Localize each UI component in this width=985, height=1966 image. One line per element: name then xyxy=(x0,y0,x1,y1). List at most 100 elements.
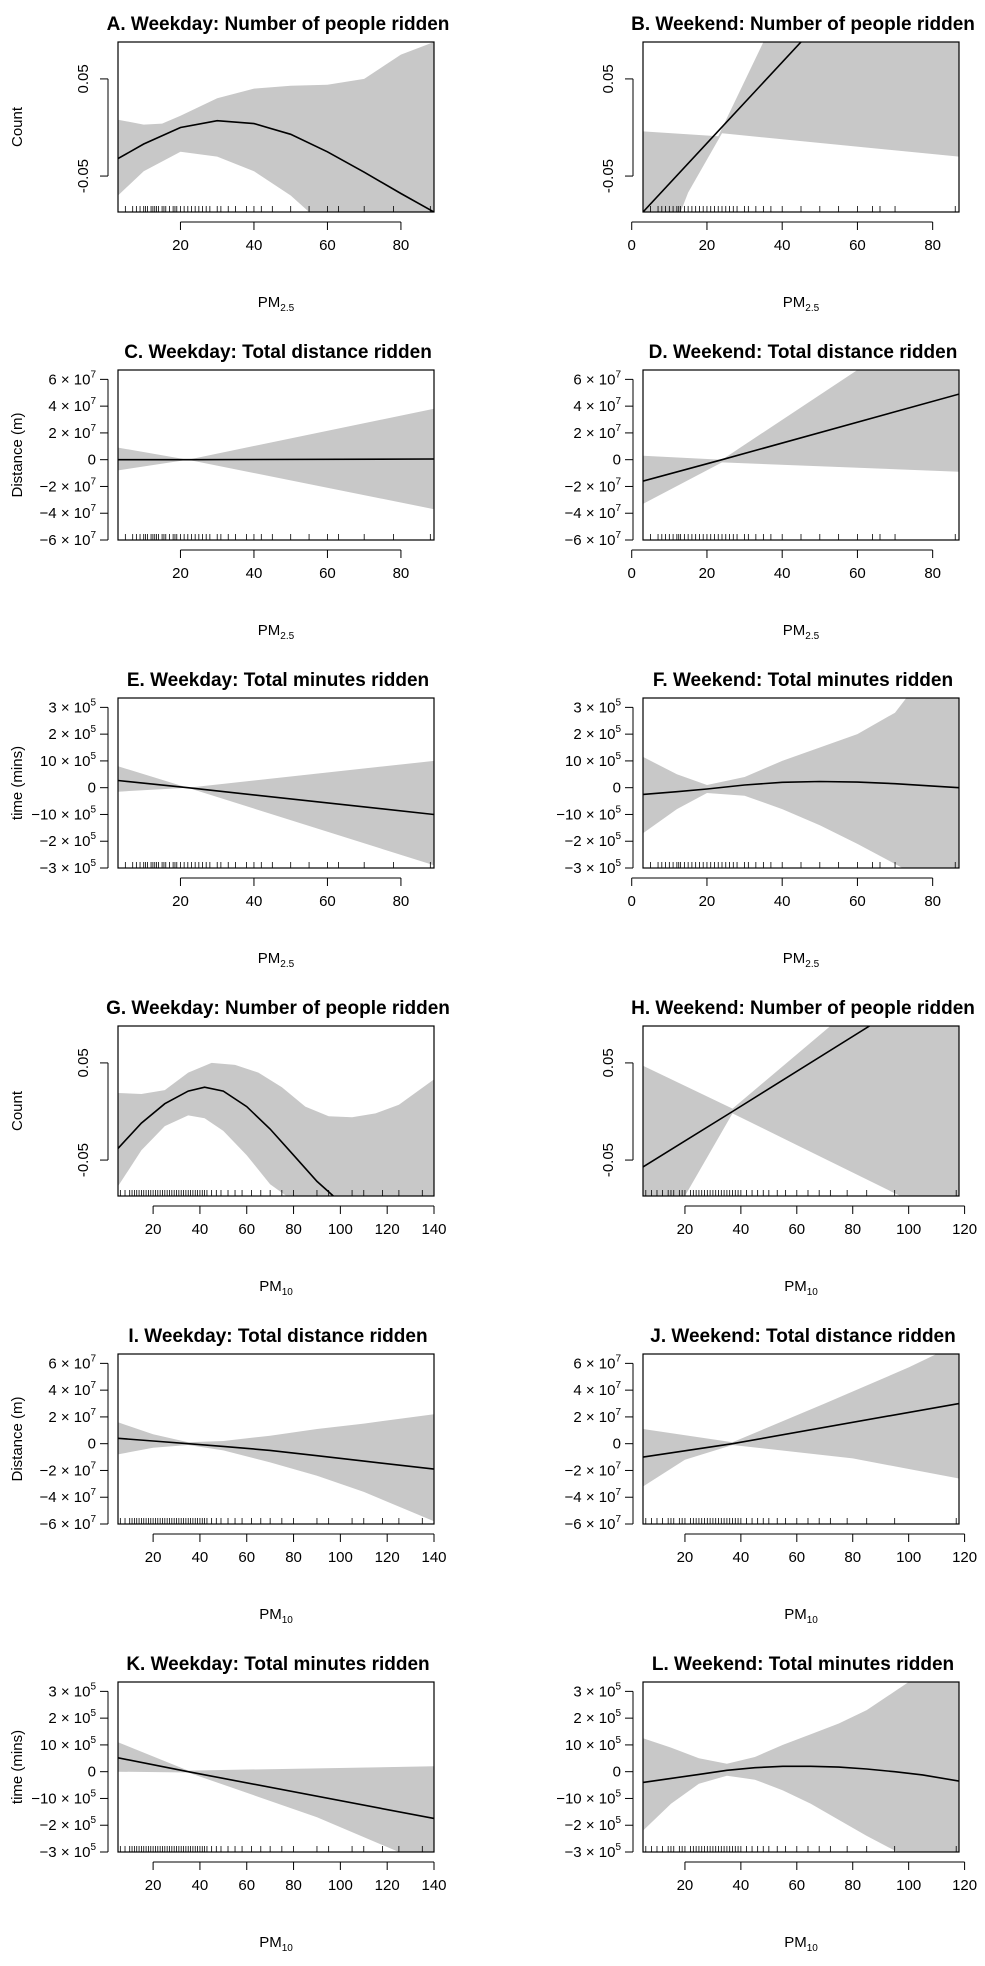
panel-a: A. Weekday: Number of people ridden 20 40 6… xyxy=(9,14,449,314)
panel-i-y-label: Distance (m) xyxy=(9,1396,26,1481)
panel-b-x-tick-label: 40 xyxy=(774,237,791,254)
panel-h-confidence-band xyxy=(643,1026,959,1196)
panel-k-y-label: time (mins) xyxy=(9,1730,26,1804)
panel-c-x-tick-label: 20 xyxy=(172,565,189,582)
panel-b-fit-line xyxy=(643,42,802,212)
panel-d-x-label: PM2.5 xyxy=(783,622,820,642)
panel-k-fit-line xyxy=(118,1757,434,1820)
panel-e-y-tick-label: 2 × 105 xyxy=(48,724,96,743)
panel-k-frame xyxy=(117,1681,435,1853)
panel-k-x-tick-label: 40 xyxy=(192,1877,209,1894)
panel-a-x-label: PM2.5 xyxy=(258,294,295,314)
panel-c-y-tick-label: 4 × 107 xyxy=(48,396,96,415)
panel-l-y-tick-label: −3 × 105 xyxy=(565,1842,622,1861)
panel-b-x-tick-label: 80 xyxy=(924,237,941,254)
panel-j-x-tick-label: 20 xyxy=(677,1549,694,1566)
panel-j-y-tick-label: 2 × 107 xyxy=(573,1407,621,1426)
panel-a-y-tick-label: -0.05 xyxy=(75,159,92,193)
panel-f: F. Weekend: Total minutes ridden 0 20 40 60 8… xyxy=(556,670,960,970)
panel-a-y-tick-label: 0.05 xyxy=(75,64,92,93)
panel-a-confidence-band xyxy=(118,42,434,212)
panel-h-title: H. Weekend: Number of people ridden xyxy=(631,998,975,1019)
panel-i-x-tick-label: 40 xyxy=(192,1549,209,1566)
panel-g-x-tick-label: 120 xyxy=(375,1221,400,1238)
panel-g-fit-line xyxy=(118,1086,334,1196)
panel-g-x-label: PM10 xyxy=(259,1278,293,1298)
panel-k-x-tick-label: 80 xyxy=(285,1877,302,1894)
panel-d-y-tick-label: 2 × 107 xyxy=(573,423,621,442)
panel-i-y-tick-label: −2 × 107 xyxy=(40,1460,97,1479)
panel-i-y-tick-label: −6 × 107 xyxy=(40,1514,97,1533)
panel-k-y-tick-label: 0 xyxy=(88,1764,96,1781)
panel-e-y-tick-label: 10 × 105 xyxy=(40,751,96,770)
panel-f-x-tick-label: 20 xyxy=(699,893,716,910)
panel-i-x-label: PM10 xyxy=(259,1606,293,1626)
panel-k-x-tick-label: 140 xyxy=(421,1877,446,1894)
panel-c-x-label: PM2.5 xyxy=(258,622,295,642)
panel-g-x-tick-label: 140 xyxy=(421,1221,446,1238)
panel-d-x-tick-label: 20 xyxy=(699,565,716,582)
panel-e-x-tick-label: 40 xyxy=(246,893,263,910)
panel-g-x-tick-label: 40 xyxy=(192,1221,209,1238)
panel-c-y-tick-label: −2 × 107 xyxy=(40,476,97,495)
panel-j: J. Weekend: Total distance ridden 20 40 60 8… xyxy=(565,1326,978,1626)
panel-j-x-tick-label: 60 xyxy=(788,1549,805,1566)
panel-b-x-tick-label: 60 xyxy=(849,237,866,254)
panel-c-x-tick-label: 60 xyxy=(319,565,336,582)
panel-h: H. Weekend: Number of people ridden 20 40 6… xyxy=(600,998,977,1298)
panel-a-fit-line xyxy=(118,119,434,212)
panel-a-x-tick-label: 20 xyxy=(172,237,189,254)
panel-k-title: K. Weekday: Total minutes ridden xyxy=(126,1654,429,1675)
panel-f-x-tick-label: 80 xyxy=(924,893,941,910)
panel-c-title: C. Weekday: Total distance ridden xyxy=(124,342,432,363)
panel-f-y-tick-label: 10 × 105 xyxy=(565,751,621,770)
panel-a-x-tick-label: 40 xyxy=(246,237,263,254)
panel-d-y-tick-label: −2 × 107 xyxy=(565,476,622,495)
panel-h-x-tick-label: 20 xyxy=(677,1221,694,1238)
panel-g-y-tick-label: -0.05 xyxy=(75,1143,92,1177)
panel-d-x-tick-label: 60 xyxy=(849,565,866,582)
panel-l-y-tick-label: 2 × 105 xyxy=(573,1708,621,1727)
panel-e-fit-line xyxy=(118,779,434,816)
panel-f-fit-line xyxy=(643,780,959,796)
panel-k-y-tick-label: 10 × 105 xyxy=(40,1735,96,1754)
panel-a-title: A. Weekday: Number of people ridden xyxy=(107,14,450,35)
panel-b-x-label: PM2.5 xyxy=(783,294,820,314)
panel-e-title: E. Weekday: Total minutes ridden xyxy=(127,670,429,691)
panel-c-x-tick-label: 80 xyxy=(393,565,410,582)
panel-k-y-tick-label: 3 × 105 xyxy=(48,1681,96,1700)
panel-f-confidence-band xyxy=(643,698,959,868)
panel-e-x-label: PM2.5 xyxy=(258,950,295,970)
panel-h-frame xyxy=(642,1025,960,1197)
panel-f-y-tick-label: 2 × 105 xyxy=(573,724,621,743)
panel-k-x-label: PM10 xyxy=(259,1934,293,1954)
panel-h-x-tick-label: 100 xyxy=(896,1221,921,1238)
panel-k-y-tick-label: −2 × 105 xyxy=(40,1815,97,1834)
panel-g-confidence-band xyxy=(118,1062,434,1196)
panel-f-y-tick-label: −2 × 105 xyxy=(565,831,622,850)
panel-j-x-label: PM10 xyxy=(784,1606,818,1626)
panel-b-frame xyxy=(642,41,960,213)
panel-l-y-tick-label: 3 × 105 xyxy=(573,1681,621,1700)
panel-b-y-tick-label: 0.05 xyxy=(600,64,617,93)
panel-j-x-tick-label: 80 xyxy=(844,1549,861,1566)
panel-f-x-label: PM2.5 xyxy=(783,950,820,970)
panel-a-x-tick-label: 80 xyxy=(393,237,410,254)
panel-e-y-tick-label: −10 × 105 xyxy=(31,804,96,823)
panel-h-y-tick-label: 0.05 xyxy=(600,1048,617,1077)
panel-d-y-tick-label: 6 × 107 xyxy=(573,369,621,388)
panel-j-y-tick-label: 4 × 107 xyxy=(573,1380,621,1399)
panel-h-x-tick-label: 60 xyxy=(788,1221,805,1238)
panel-c-y-label: Distance (m) xyxy=(9,412,26,497)
panel-l-fit-line xyxy=(643,1765,959,1784)
panel-d-fit-line xyxy=(643,393,959,482)
panel-f-y-tick-label: 0 xyxy=(613,780,621,797)
panel-b: B. Weekend: Number of people ridden 0 20 40… xyxy=(600,14,975,314)
panel-k-x-tick-label: 60 xyxy=(238,1877,255,1894)
panel-e-y-tick-label: −2 × 105 xyxy=(40,831,97,850)
panel-l-x-tick-label: 120 xyxy=(952,1877,977,1894)
panel-c-y-tick-label: −6 × 107 xyxy=(40,530,97,549)
panel-l-y-tick-label: −10 × 105 xyxy=(556,1788,621,1807)
panel-d-x-tick-label: 0 xyxy=(628,565,636,582)
